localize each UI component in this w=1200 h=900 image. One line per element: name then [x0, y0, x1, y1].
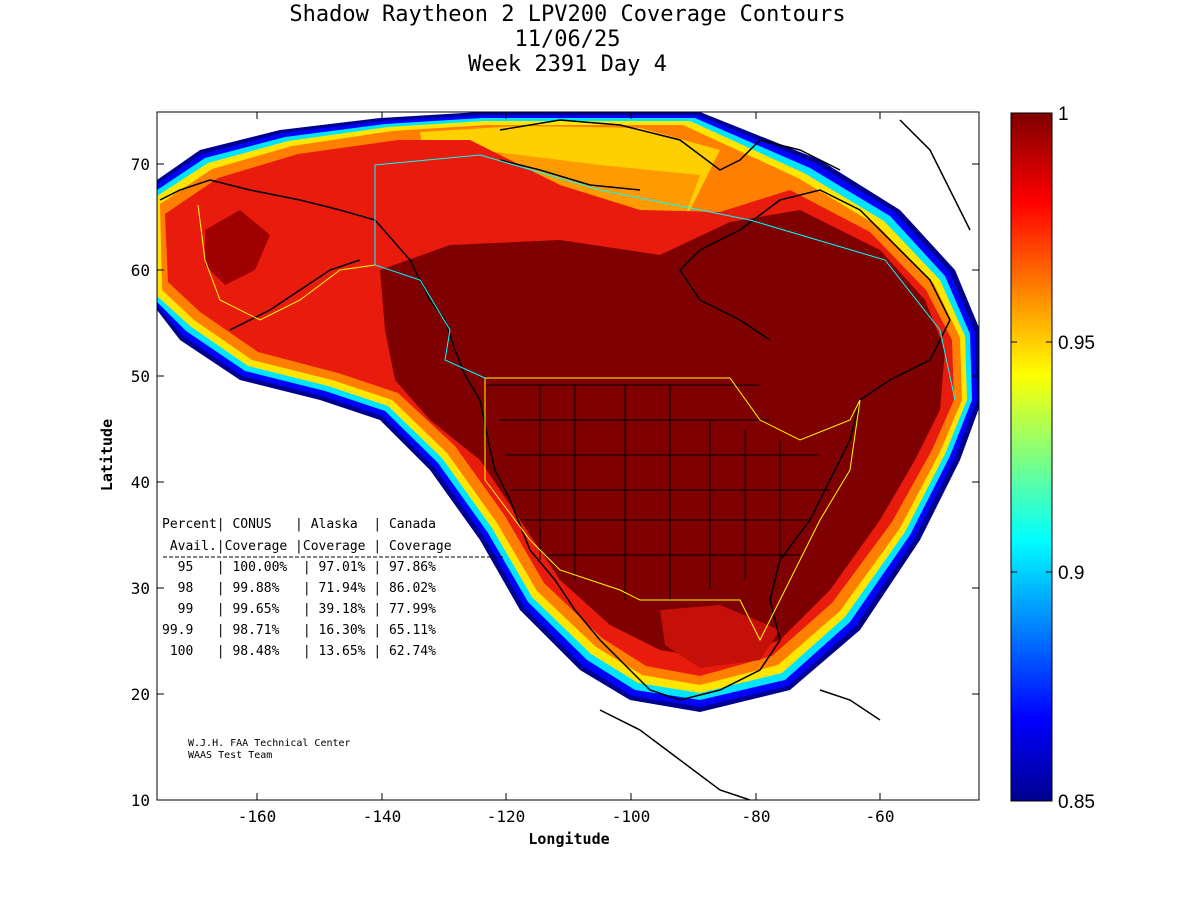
colorbar [1010, 112, 1053, 802]
colorbar-tick-label: 0.9 [1058, 563, 1084, 584]
colorbar-ticks [1011, 341, 1052, 573]
colorbar-tick-label: 0.85 [1058, 792, 1095, 813]
x-tick-label: -120 [487, 807, 526, 826]
y-tick-label: 20 [131, 685, 150, 704]
contour-1 [380, 210, 945, 660]
x-tick-label: -80 [742, 807, 771, 826]
x-tick-label: -60 [866, 807, 895, 826]
stats-header-row-2: Avail.|Coverage |Coverage | Coverage [162, 539, 452, 554]
y-tick-label: 60 [131, 261, 150, 280]
region-boundaries [197, 154, 956, 642]
x-tick-label: -160 [238, 807, 277, 826]
y-tick-label: 10 [131, 791, 150, 810]
us-state-lines [487, 384, 830, 600]
y-axis-label: Latitude [98, 419, 116, 491]
stats-row: 98 | 99.88% | 71.94% | 86.02% [162, 581, 436, 596]
x-tick-label: -100 [612, 807, 651, 826]
x-tick-label: -140 [363, 807, 402, 826]
credit-line-2: WAAS Test Team [188, 750, 273, 761]
y-tick-label: 40 [131, 473, 150, 492]
coverage-contours [157, 112, 979, 800]
stats-row: 99.9 | 98.71% | 16.30% | 65.11% [162, 623, 436, 638]
stats-row: 99 | 99.65% | 39.18% | 77.99% [162, 602, 436, 617]
stats-row: 95 | 100.00% | 97.01% | 97.86% [162, 560, 436, 575]
stats-header-row-1: Percent| CONUS | Alaska | Canada [162, 517, 436, 532]
stats-row: 100 | 98.48% | 13.65% | 62.74% [162, 644, 436, 659]
axis-ticks [157, 112, 979, 801]
chart-title-line-1: Shadow Raytheon 2 LPV200 Coverage Contou… [289, 2, 846, 27]
y-tick-label: 30 [131, 579, 150, 598]
colorbar-tick-label: 0.95 [1058, 333, 1095, 354]
colorbar-tick-label: 1 [1058, 104, 1069, 125]
x-axis-label: Longitude [528, 830, 609, 848]
chart-title-line-3: Week 2391 Day 4 [468, 52, 667, 77]
credit-line-1: W.J.H. FAA Technical Center [188, 738, 351, 749]
y-tick-label: 50 [131, 367, 150, 386]
y-tick-label: 70 [131, 155, 150, 174]
chart-title-line-2: 11/06/25 [514, 27, 621, 52]
alaska-core [205, 210, 270, 285]
